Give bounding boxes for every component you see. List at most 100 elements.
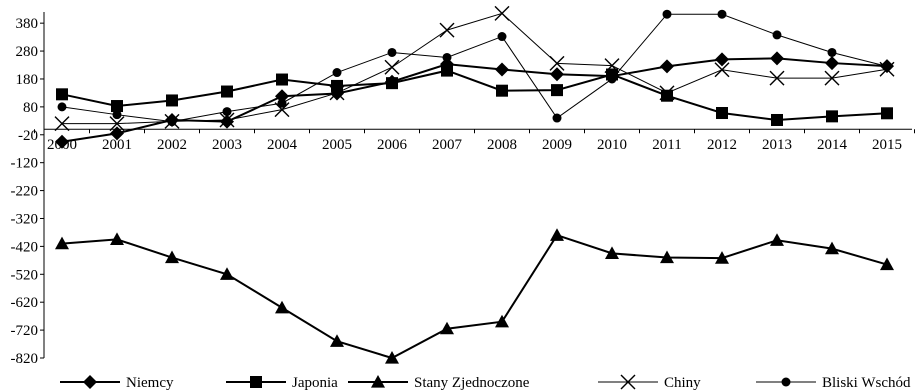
data-point-chiny xyxy=(824,70,840,86)
y-tick-label: 80 xyxy=(23,100,38,116)
x-tick-label: 2009 xyxy=(542,137,572,153)
x-tick-label: 2001 xyxy=(102,137,132,153)
data-point-bliski-wsch-d xyxy=(57,102,67,112)
data-point-chiny xyxy=(329,85,345,101)
x-tick-label: 2006 xyxy=(377,137,408,153)
data-point-niemcy xyxy=(550,67,564,82)
data-point-bliski-wsch-d xyxy=(552,113,562,123)
x-tick-label: 2008 xyxy=(487,137,517,153)
data-point-niemcy xyxy=(275,89,289,104)
data-point-bliski-wsch-d xyxy=(112,110,122,120)
legend-label: Niemcy xyxy=(126,375,174,391)
data-point-chiny-stroke xyxy=(659,85,675,101)
data-point-bliski-wsch-d xyxy=(607,74,617,84)
data-point-chiny-stroke xyxy=(219,112,235,128)
data-point-bliski-wsch-d xyxy=(442,52,452,62)
data-point-chiny xyxy=(439,22,455,38)
data-point-stany-zjednoczone xyxy=(110,232,124,246)
data-point-stany-zjednoczone xyxy=(275,300,289,314)
data-point-stany-zjednoczone xyxy=(715,251,729,264)
legend-marker xyxy=(250,376,262,388)
y-tick-label: -420 xyxy=(11,239,39,255)
y-tick-label: 380 xyxy=(16,16,39,32)
data-point-chiny-stroke xyxy=(439,22,455,38)
data-point-stany-zjednoczone xyxy=(660,250,674,264)
data-point-japonia xyxy=(56,88,68,101)
data-point-japonia xyxy=(551,84,563,97)
data-point-stany-zjednoczone xyxy=(550,228,564,241)
series-markers xyxy=(54,5,895,364)
data-point-chiny-stroke xyxy=(109,116,125,132)
y-tick-label: -820 xyxy=(11,351,39,367)
data-point-niemcy xyxy=(715,52,729,67)
data-point-stany-zjednoczone xyxy=(605,246,619,259)
data-point-japonia xyxy=(441,64,453,77)
x-tick-label: 2014 xyxy=(817,137,848,153)
data-point-chiny-stroke xyxy=(604,58,620,74)
data-point-stany-zjednoczone xyxy=(55,236,69,250)
data-point-japonia xyxy=(111,100,123,113)
data-point-chiny-stroke xyxy=(714,62,730,78)
data-point-chiny-stroke xyxy=(274,102,290,118)
y-tick-label: -620 xyxy=(11,295,39,311)
y-tick-label: -20 xyxy=(18,128,38,144)
data-point-chiny-stroke xyxy=(384,59,400,75)
x-tick-label: 2012 xyxy=(707,137,737,153)
legend-item-chiny: Chiny xyxy=(598,374,701,391)
data-point-chiny-stroke xyxy=(769,70,785,86)
data-point-chiny xyxy=(219,112,235,128)
x-tick-label: 2002 xyxy=(157,137,187,153)
y-tick-label: -220 xyxy=(11,184,39,200)
data-point-bliski-wsch-d xyxy=(277,98,287,108)
data-point-stany-zjednoczone xyxy=(495,314,509,328)
data-point-japonia xyxy=(771,113,783,126)
data-point-chiny xyxy=(714,62,730,78)
legend-marker xyxy=(371,375,385,388)
legend-item-stany-zjednoczone: Stany Zjednoczone xyxy=(348,375,530,391)
legend-label: Stany Zjednoczone xyxy=(414,375,530,391)
data-point-chiny xyxy=(659,85,675,101)
data-point-niemcy xyxy=(770,51,784,66)
data-point-japonia xyxy=(386,77,398,90)
data-point-bliski-wsch-d xyxy=(332,68,342,78)
data-point-niemcy xyxy=(110,126,124,141)
data-point-japonia xyxy=(661,89,673,102)
legend: Niemcy Japonia Stany Zjednoczone Chiny Blisk… xyxy=(60,374,911,391)
series-line-stany-zjednoczone xyxy=(61,234,888,360)
data-point-bliski-wsch-d xyxy=(167,117,177,127)
data-point-bliski-wsch-d xyxy=(222,107,232,117)
x-tick-label: 2010 xyxy=(597,137,627,153)
x-tick-label: 2015 xyxy=(872,137,902,153)
data-point-bliski-wsch-d xyxy=(497,32,507,42)
legend-label: Chiny xyxy=(664,375,701,391)
data-point-japonia xyxy=(166,94,178,107)
data-point-chiny-stroke xyxy=(824,70,840,86)
data-point-japonia xyxy=(881,107,893,120)
x-tick-label: 2013 xyxy=(762,137,792,153)
data-point-japonia xyxy=(826,110,838,123)
x-tick-label: 2005 xyxy=(322,137,352,153)
data-point-niemcy xyxy=(55,134,69,149)
data-point-bliski-wsch-d xyxy=(827,47,837,57)
x-tick-label: 2007 xyxy=(432,137,463,153)
legend-item-bliski-wsch-d: Bliski Wschód xyxy=(756,375,911,391)
data-point-niemcy xyxy=(825,56,839,71)
legend-label: Japonia xyxy=(292,375,338,391)
legend-item-japonia: Japonia xyxy=(226,375,338,391)
data-point-stany-zjednoczone xyxy=(440,321,454,335)
data-point-japonia xyxy=(331,79,343,92)
data-point-chiny-stroke xyxy=(54,116,70,132)
legend-marker xyxy=(781,377,791,387)
legend-marker xyxy=(620,374,636,390)
data-point-japonia xyxy=(716,107,728,120)
data-point-bliski-wsch-d xyxy=(772,30,782,40)
y-tick-label: 180 xyxy=(16,72,39,88)
data-point-niemcy xyxy=(220,114,234,129)
y-tick-label: -120 xyxy=(11,156,39,172)
data-point-japonia xyxy=(496,84,508,97)
series-line-bliski-wsch-d xyxy=(61,13,888,123)
data-point-chiny xyxy=(54,116,70,132)
data-point-chiny xyxy=(274,102,290,118)
data-point-japonia xyxy=(221,85,233,98)
data-point-chiny xyxy=(604,58,620,74)
